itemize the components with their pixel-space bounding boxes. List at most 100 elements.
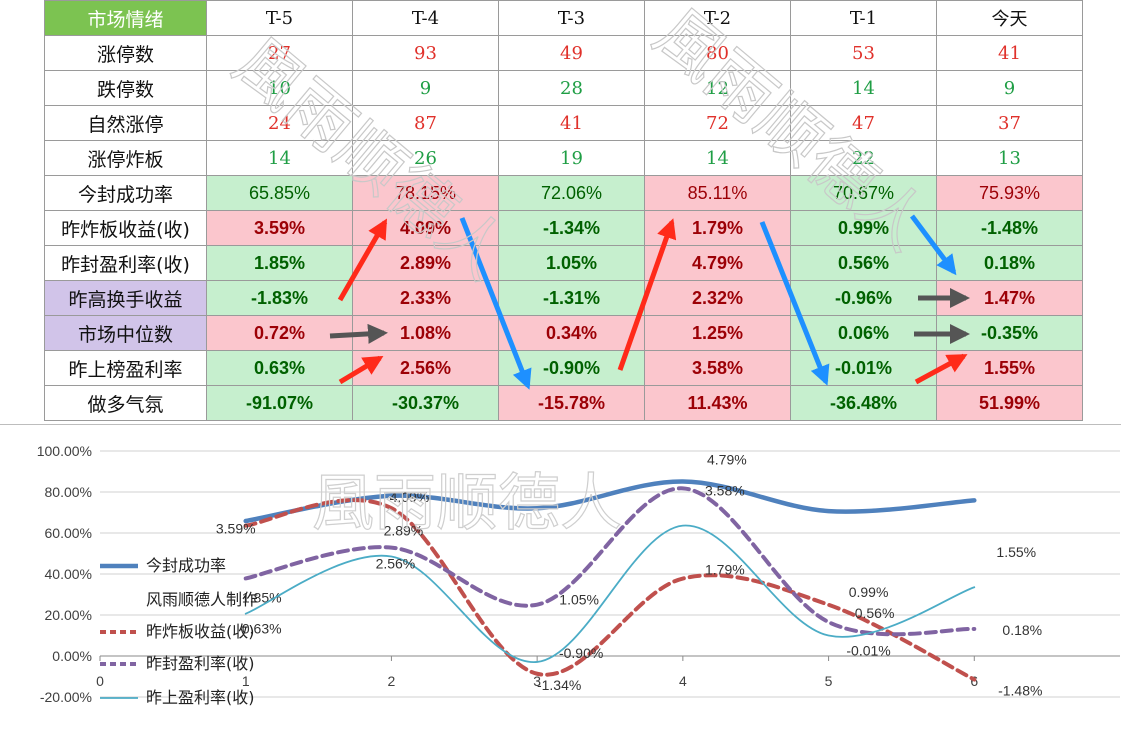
table-cell[interactable]: -0.96% <box>790 280 937 316</box>
table-cell[interactable]: 1.55% <box>936 350 1083 386</box>
row-label[interactable]: 跌停数 <box>44 70 207 106</box>
table-cell[interactable]: -15.78% <box>498 385 645 421</box>
market-sentiment-table: 市场情绪 T-5 T-4 T-3 T-2 T-1 今天 涨停数 27 93 49 80 53 41 跌停数 1… <box>44 0 1083 421</box>
row-label[interactable]: 昨炸板收益(收) <box>44 210 207 246</box>
table-cell[interactable]: -1.34% <box>498 210 645 246</box>
table-corner-label[interactable]: 市场情绪 <box>44 0 207 36</box>
row-label[interactable]: 今封成功率 <box>44 175 207 211</box>
y-tick-label: 40.00% <box>45 566 92 582</box>
table-cell[interactable]: 70.67% <box>790 175 937 211</box>
table-cell[interactable]: 1.85% <box>206 245 353 281</box>
table-cell[interactable]: 85.11% <box>644 175 791 211</box>
table-cell[interactable]: 1.47% <box>936 280 1083 316</box>
table-cell[interactable]: 49 <box>498 35 645 71</box>
table-cell[interactable]: 10 <box>206 70 353 106</box>
table-cell[interactable]: -0.35% <box>936 315 1083 351</box>
table-cell[interactable]: 0.63% <box>206 350 353 386</box>
data-label: 0.63% <box>242 621 282 637</box>
table-cell[interactable]: 1.79% <box>644 210 791 246</box>
series-line <box>243 486 977 637</box>
table-cell[interactable]: 26 <box>352 140 499 176</box>
table-cell[interactable]: 37 <box>936 105 1083 141</box>
table-cell[interactable]: -36.48% <box>790 385 937 421</box>
table-cell[interactable]: 2.89% <box>352 245 499 281</box>
table-cell[interactable]: 13 <box>936 140 1083 176</box>
table-cell[interactable]: 80 <box>644 35 791 71</box>
table-cell[interactable]: 47 <box>790 105 937 141</box>
table-cell[interactable]: 4.09% <box>352 210 499 246</box>
table-cell[interactable]: 0.72% <box>206 315 353 351</box>
table-cell[interactable]: 9 <box>936 70 1083 106</box>
chart-canvas: 100.00% 80.00% 60.00% 40.00% 20.00% 0.00% -20.… <box>37 443 1120 707</box>
table-cell[interactable]: 2.56% <box>352 350 499 386</box>
row-label[interactable]: 昨封盈利率(收) <box>44 245 207 281</box>
table-cell[interactable]: 9 <box>352 70 499 106</box>
column-header[interactable]: 今天 <box>936 0 1083 36</box>
column-header[interactable]: T-1 <box>790 0 937 36</box>
table-cell[interactable]: 0.56% <box>790 245 937 281</box>
table-row: 市场中位数 0.72% 1.08% 0.34% 1.25% 0.06% -0.35% <box>44 315 1083 351</box>
table-cell[interactable]: 19 <box>498 140 645 176</box>
table-cell[interactable]: 27 <box>206 35 353 71</box>
table-row: 昨炸板收益(收) 3.59% 4.09% -1.34% 1.79% 0.99% -1.48% <box>44 210 1083 246</box>
table-cell[interactable]: 72.06% <box>498 175 645 211</box>
table-cell[interactable]: 0.06% <box>790 315 937 351</box>
table-cell[interactable]: 72 <box>644 105 791 141</box>
table-cell[interactable]: -0.01% <box>790 350 937 386</box>
table-cell[interactable]: -30.37% <box>352 385 499 421</box>
row-label[interactable]: 自然涨停 <box>44 105 207 141</box>
table-cell[interactable]: 78.15% <box>352 175 499 211</box>
data-label: -1.34% <box>537 677 581 693</box>
table-cell[interactable]: 12 <box>644 70 791 106</box>
data-label: 1.85% <box>242 589 282 605</box>
table-cell[interactable]: 2.32% <box>644 280 791 316</box>
table-cell[interactable]: 41 <box>498 105 645 141</box>
column-header[interactable]: T-2 <box>644 0 791 36</box>
table-cell[interactable]: 24 <box>206 105 353 141</box>
table-cell[interactable]: 22 <box>790 140 937 176</box>
table-cell[interactable]: 28 <box>498 70 645 106</box>
table-cell[interactable]: 1.05% <box>498 245 645 281</box>
row-label[interactable]: 涨停数 <box>44 35 207 71</box>
table-cell[interactable]: 11.43% <box>644 385 791 421</box>
row-label[interactable]: 昨高换手收益 <box>44 280 207 316</box>
table-row: 做多气氛 -91.07% -30.37% -15.78% 11.43% -36.48% 51… <box>44 385 1083 421</box>
table-cell[interactable]: -91.07% <box>206 385 353 421</box>
table-cell[interactable]: 14 <box>206 140 353 176</box>
column-header[interactable]: T-5 <box>206 0 353 36</box>
table-cell[interactable]: 0.34% <box>498 315 645 351</box>
row-label[interactable]: 市场中位数 <box>44 315 207 351</box>
row-label[interactable]: 昨上榜盈利率 <box>44 350 207 386</box>
table-cell[interactable]: 93 <box>352 35 499 71</box>
table-cell[interactable]: 41 <box>936 35 1083 71</box>
row-label[interactable]: 涨停炸板 <box>44 140 207 176</box>
column-header[interactable]: T-3 <box>498 0 645 36</box>
table-cell[interactable]: 1.25% <box>644 315 791 351</box>
row-label[interactable]: 做多气氛 <box>44 385 207 421</box>
table-cell[interactable]: 14 <box>790 70 937 106</box>
table-cell[interactable]: 51.99% <box>936 385 1083 421</box>
table-cell[interactable]: 87 <box>352 105 499 141</box>
table-cell[interactable]: 0.18% <box>936 245 1083 281</box>
data-label: 4.79% <box>707 451 747 467</box>
table-cell[interactable]: 1.08% <box>352 315 499 351</box>
table-cell[interactable]: -0.90% <box>498 350 645 386</box>
column-header[interactable]: T-4 <box>352 0 499 36</box>
table-cell[interactable]: 3.58% <box>644 350 791 386</box>
data-label: -1.48% <box>998 683 1042 699</box>
x-tick-label: 2 <box>388 673 396 689</box>
table-cell[interactable]: 3.59% <box>206 210 353 246</box>
table-cell[interactable]: 14 <box>644 140 791 176</box>
table-cell[interactable]: 53 <box>790 35 937 71</box>
table-cell[interactable]: 0.99% <box>790 210 937 246</box>
table-cell[interactable]: 65.85% <box>206 175 353 211</box>
table-cell[interactable]: -1.31% <box>498 280 645 316</box>
table-cell[interactable]: -1.48% <box>936 210 1083 246</box>
table-cell[interactable]: 75.93% <box>936 175 1083 211</box>
legend-entry: 昨封盈利率(收) <box>146 654 255 673</box>
table-cell[interactable]: 4.79% <box>644 245 791 281</box>
table-cell[interactable]: -1.83% <box>206 280 353 316</box>
legend-entry: 今封成功率 <box>146 556 226 575</box>
y-tick-label: 20.00% <box>45 607 92 623</box>
table-cell[interactable]: 2.33% <box>352 280 499 316</box>
